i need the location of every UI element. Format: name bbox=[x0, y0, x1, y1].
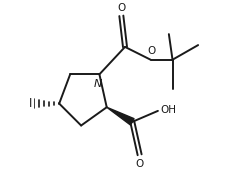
Text: O: O bbox=[117, 3, 126, 13]
Polygon shape bbox=[107, 107, 134, 125]
Text: N: N bbox=[94, 79, 102, 89]
Text: I: I bbox=[29, 97, 32, 110]
Text: OH: OH bbox=[161, 105, 177, 115]
Text: O: O bbox=[148, 46, 156, 56]
Text: O: O bbox=[136, 159, 144, 169]
